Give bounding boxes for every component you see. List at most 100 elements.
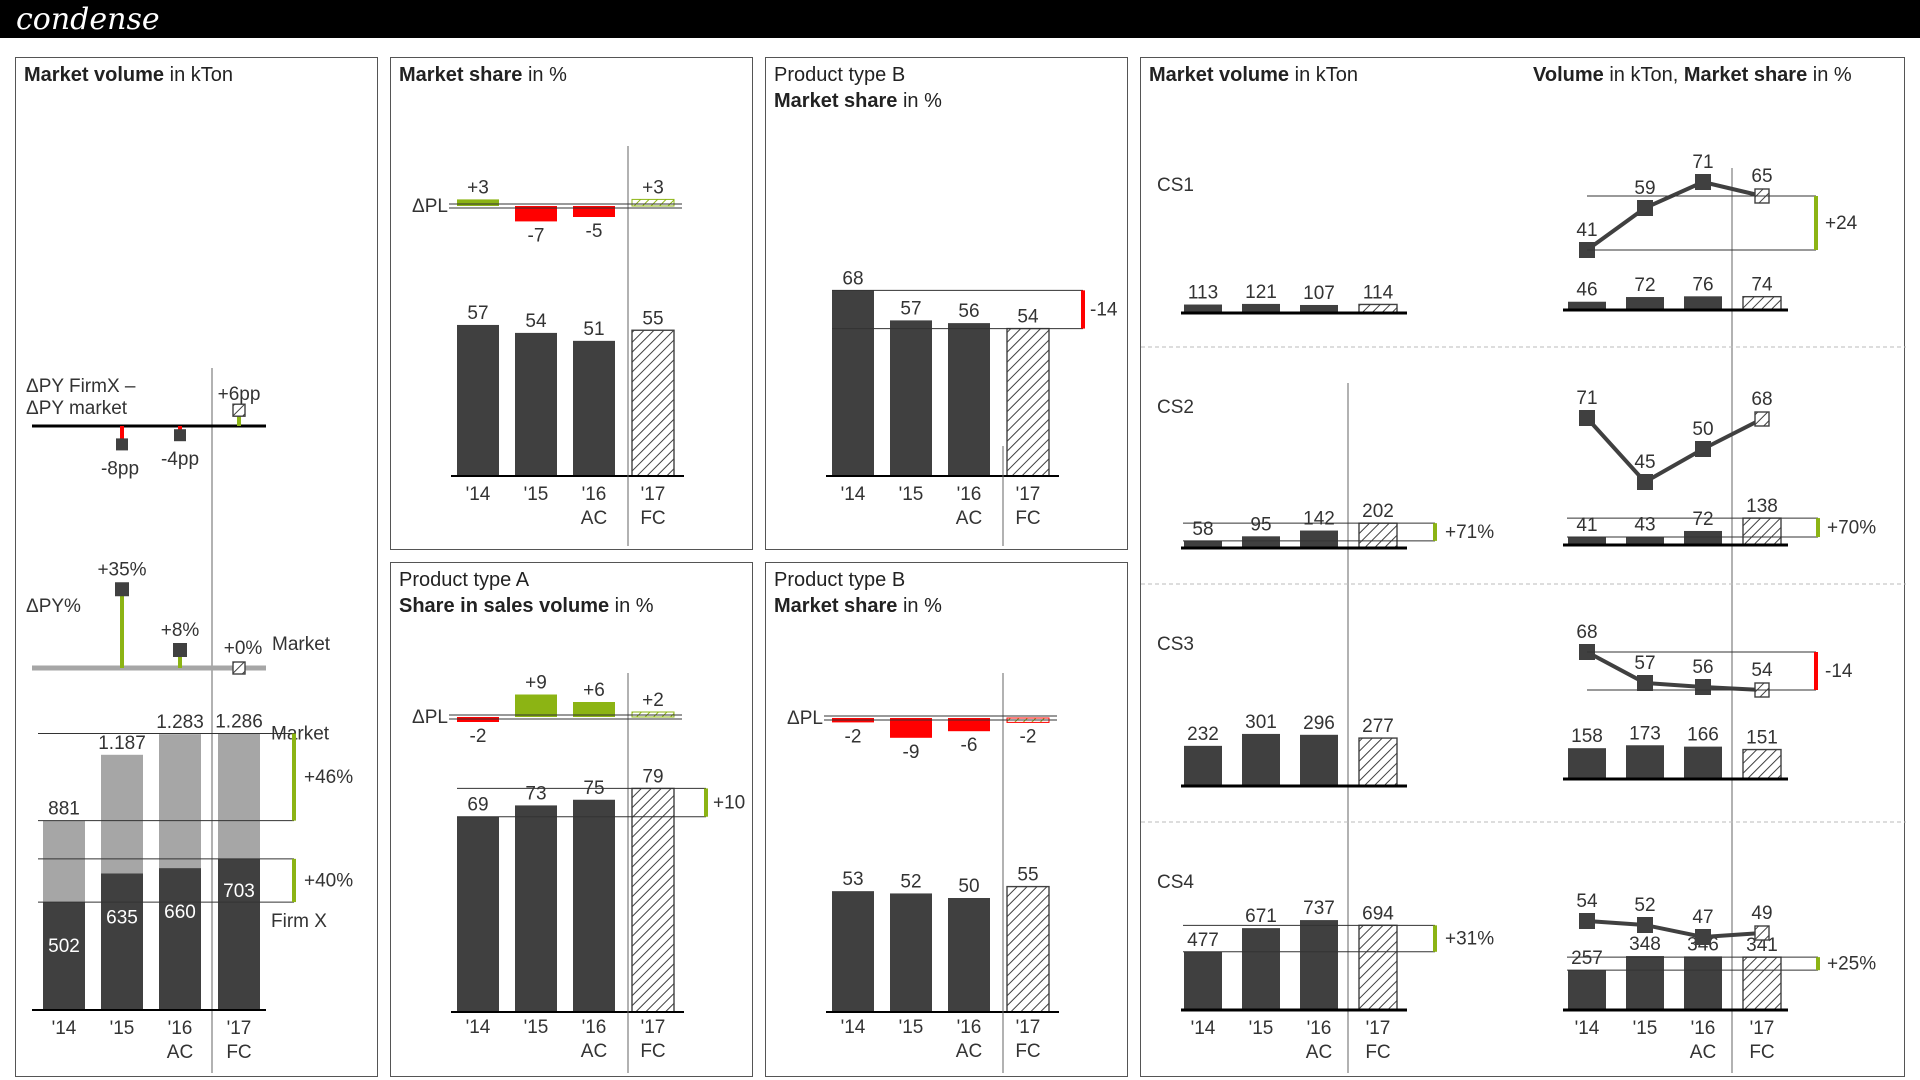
dpy-pp-value: -8pp <box>101 458 139 479</box>
bar <box>1300 734 1338 786</box>
bar-value-label: 72 <box>1692 509 1713 530</box>
dpy-pp-marker <box>174 429 186 442</box>
app-title: condense <box>16 2 160 37</box>
delta-bar <box>1433 925 1437 952</box>
bar-value-label: 257 <box>1571 948 1603 969</box>
bar-value-label: 114 <box>1363 282 1394 303</box>
share-marker <box>1579 410 1595 426</box>
panel-title: Market volume in kTon <box>1149 64 1358 86</box>
share-marker-forecast <box>1754 925 1770 941</box>
bar-firm <box>101 873 143 1010</box>
bar <box>1242 536 1280 548</box>
dpy-pct-marker <box>115 582 129 597</box>
scenario-label: FC <box>1749 1042 1774 1063</box>
bar-value-label: 348 <box>1629 934 1661 955</box>
x-tick-label: '17 <box>1750 1018 1775 1039</box>
delta-value-label: -5 <box>586 221 603 242</box>
bar-value-label: 53 <box>842 869 863 890</box>
delta-label: +31% <box>1445 929 1494 950</box>
bar-value-label: 173 <box>1629 723 1661 744</box>
delta-bar <box>1433 523 1437 541</box>
bar-forecast <box>631 787 675 1013</box>
bar-value-label: 158 <box>1571 726 1603 747</box>
x-tick-label: '15 <box>110 1018 135 1039</box>
bar-firm <box>159 868 201 1010</box>
delta-value-label: -9 <box>903 742 920 763</box>
bar-forecast <box>1358 924 1398 1011</box>
bar-value-label: 51 <box>583 319 604 340</box>
bar <box>1626 956 1664 1010</box>
bar <box>1242 928 1280 1010</box>
bar <box>1684 956 1722 1010</box>
bar-value-label: 151 <box>1746 728 1778 749</box>
delta-value-label: -6 <box>961 735 978 756</box>
delta-pl-label: ΔPL <box>787 708 823 729</box>
bar <box>1242 303 1280 313</box>
delta-bar <box>515 206 557 222</box>
panel-market-share: Market share in % 57 54 51 55 ΔPL +3 -7 -5 +3 '14… <box>390 57 753 550</box>
x-tick-label: '16 <box>957 1017 982 1038</box>
bar-value-label: 57 <box>467 303 488 324</box>
dpy-pct-series-label: Market <box>272 634 331 655</box>
scenario-label: FC <box>1365 1042 1390 1063</box>
delta-bar <box>948 718 990 732</box>
scenario-label: FC <box>640 508 665 529</box>
delta-bar <box>1814 196 1818 250</box>
delta-pl-label: ΔPL <box>412 707 448 728</box>
bar <box>1184 304 1222 313</box>
dpy-pp-marker <box>116 438 128 451</box>
dpy-pct-value: +8% <box>161 620 200 641</box>
delta-bar-forecast <box>631 198 675 207</box>
share-value-label: 49 <box>1751 903 1772 924</box>
delta-bar <box>292 858 296 903</box>
x-tick-label: '14 <box>1575 1018 1600 1039</box>
x-tick-label: '16 <box>957 484 982 505</box>
dpy-pp-label: ΔPY FirmX – <box>26 376 136 397</box>
bar-value-label: 296 <box>1303 713 1335 734</box>
segment-label: CS1 <box>1157 175 1194 196</box>
x-tick-label: '15 <box>1633 1018 1658 1039</box>
delta-bar <box>292 733 296 821</box>
dpy-pct-pin <box>120 589 124 668</box>
delta-bar <box>573 702 615 717</box>
x-tick-label: '15 <box>899 484 924 505</box>
bar-value-label: 46 <box>1576 280 1597 301</box>
segment-label: CS3 <box>1157 634 1194 655</box>
scenario-label: AC <box>581 508 607 529</box>
dpy-pp-value: -4pp <box>161 449 199 470</box>
delta-label: +71% <box>1445 522 1494 543</box>
share-marker <box>1579 913 1595 929</box>
scenario-label: FC <box>640 1041 665 1062</box>
x-tick-label: '17 <box>641 484 666 505</box>
scenario-label: FC <box>1015 1041 1040 1062</box>
market-share-chart: 57 54 51 55 ΔPL +3 -7 -5 +3 '14 '15 '16 AC '17 FC <box>412 146 684 546</box>
share-value-label: 50 <box>1692 419 1713 440</box>
delta-bar <box>704 788 708 817</box>
bar <box>1242 733 1280 786</box>
x-tick-label: '15 <box>899 1017 924 1038</box>
bar-forecast <box>1006 327 1050 477</box>
bar <box>1684 530 1722 545</box>
dpy-pct-label: ΔPY% <box>26 596 81 617</box>
bar <box>573 340 615 476</box>
x-tick-label: '17 <box>227 1018 252 1039</box>
bar-forecast <box>1742 295 1782 311</box>
share-marker <box>1637 474 1653 490</box>
bar-value-label: 277 <box>1362 716 1394 737</box>
x-tick-label: '15 <box>524 1017 549 1038</box>
bar-forecast <box>1358 522 1398 549</box>
firm-value-label: 703 <box>223 881 255 902</box>
bar <box>948 323 990 476</box>
bar <box>1684 296 1722 310</box>
delta-label: +70% <box>1827 518 1876 539</box>
bar-forecast <box>1006 885 1050 1013</box>
delta-value-label: +9 <box>525 673 547 694</box>
x-tick-label: '14 <box>466 484 491 505</box>
bar <box>1568 301 1606 310</box>
x-tick-label: '17 <box>1016 1017 1041 1038</box>
bar-value-label: 737 <box>1303 898 1335 919</box>
scenario-label: FC <box>226 1042 251 1063</box>
market-value-label: 1.187 <box>98 733 146 754</box>
bar-value-label: 41 <box>1576 515 1597 536</box>
